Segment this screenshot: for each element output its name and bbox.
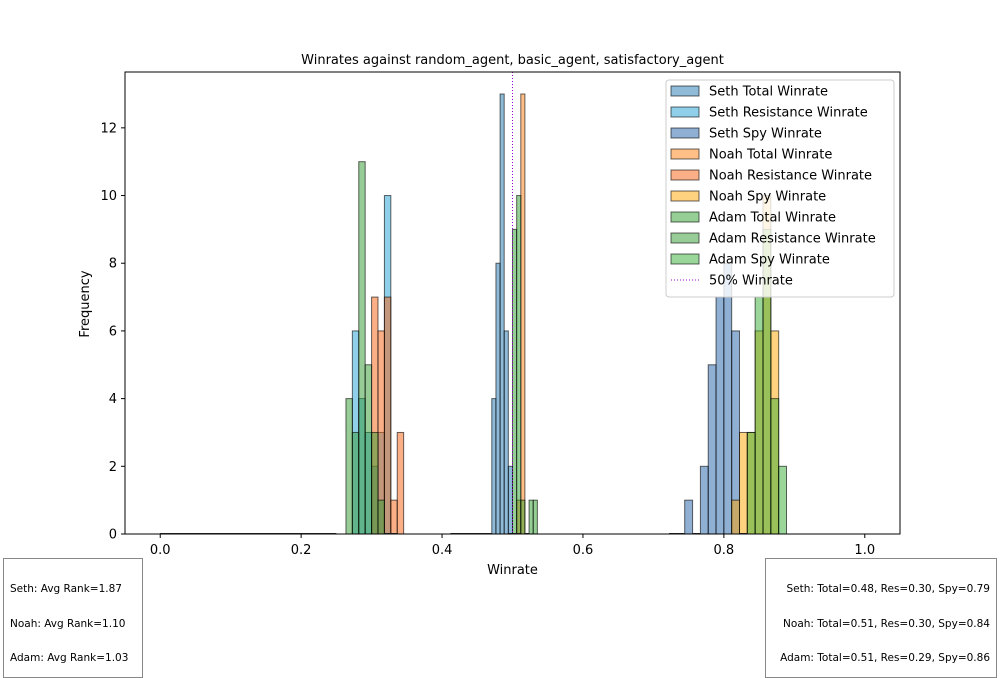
- histogram-bar: [715, 296, 725, 535]
- legend-swatch: [670, 127, 700, 139]
- legend-swatch: [670, 148, 700, 160]
- histogram-bar: [390, 499, 398, 535]
- legend-label: Noah Resistance Winrate: [709, 169, 872, 184]
- histogram-bar: [495, 262, 501, 535]
- histogram-bar: [377, 499, 385, 535]
- legend-swatch: [670, 85, 700, 97]
- x-tick-label: 0.4: [432, 543, 453, 558]
- histogram-bar: [503, 330, 509, 535]
- y-tick-label: 8: [109, 257, 117, 272]
- legend-swatch: [670, 106, 700, 118]
- histogram-bar: [528, 499, 534, 535]
- y-tick-label: 6: [109, 324, 117, 339]
- histogram-bar: [351, 431, 360, 535]
- legend-label: Adam Total Winrate: [709, 211, 836, 226]
- histogram-bar: [499, 93, 505, 535]
- histogram-bar: [532, 499, 538, 535]
- x-tick-label: 1.0: [854, 543, 875, 558]
- y-tick-label: 2: [109, 460, 117, 475]
- y-tick-label: 4: [109, 392, 117, 407]
- histogram-bar: [516, 195, 522, 535]
- histogram-bar: [684, 499, 694, 535]
- note-line: Adam: Avg Rank=1.03: [10, 652, 129, 664]
- histogram-bar: [507, 465, 513, 535]
- histogram-bar: [754, 296, 764, 535]
- x-tick-label: 0.0: [150, 543, 171, 558]
- legend-swatch: [670, 253, 700, 265]
- histogram-bar: [358, 161, 366, 535]
- note-line: Seth: Total=0.48, Res=0.30, Spy=0.79: [786, 583, 990, 595]
- legend: Seth Total Winrate Seth Resistance Winrat…: [665, 79, 895, 298]
- x-axis-label: Winrate: [487, 563, 538, 578]
- histogram-bar: [520, 499, 526, 535]
- x-tick-label: 0.8: [714, 543, 735, 558]
- plot-frame: [124, 71, 901, 535]
- histogram-bar: [345, 398, 353, 535]
- histogram-bar: [491, 398, 497, 535]
- histogram-bar: [739, 431, 748, 535]
- histogram-bar: [723, 262, 733, 535]
- histogram-bar: [707, 364, 717, 535]
- histogram-bar: [778, 465, 787, 535]
- x-axis-ticks: 0.0 0.2 0.4 0.6 0.8 1.0: [150, 534, 875, 558]
- avg-rank-note: Seth: Avg Rank=1.87 Noah: Avg Rank=1.10 …: [3, 558, 143, 678]
- y-tick-label: 10: [100, 189, 117, 204]
- legend-swatch: [670, 190, 700, 202]
- histogram-bar: [396, 431, 405, 535]
- note-line: Adam: Total=0.51, Res=0.29, Spy=0.86: [780, 652, 990, 664]
- legend-label: Adam Resistance Winrate: [709, 232, 876, 247]
- histogram-bar: [364, 364, 373, 535]
- histogram-bar: [731, 499, 741, 535]
- legend-label: Noah Total Winrate: [709, 148, 832, 163]
- bars-layer: [345, 93, 787, 535]
- legend-label: Noah Spy Winrate: [709, 190, 826, 205]
- legend-label: 50% Winrate: [709, 274, 793, 289]
- histogram-bar: [699, 465, 709, 535]
- histogram-bar: [770, 398, 780, 535]
- chart-title: Winrates against random_agent, basic_age…: [301, 53, 724, 68]
- note-line: Noah: Total=0.51, Res=0.30, Spy=0.84: [783, 617, 990, 630]
- legend-label: Seth Spy Winrate: [709, 127, 822, 142]
- x-tick-label: 0.6: [573, 543, 594, 558]
- histogram-bar: [383, 296, 392, 535]
- note-line: Noah: Avg Rank=1.10: [10, 617, 126, 630]
- histogram-bar: [371, 431, 379, 535]
- legend-box: [665, 79, 895, 298]
- histogram-bar: [512, 228, 518, 535]
- legend-label: Seth Total Winrate: [709, 85, 828, 100]
- winrate-summary-note: Seth: Total=0.48, Res=0.30, Spy=0.79 Noa…: [765, 558, 997, 678]
- y-axis-ticks: 0 2 4 6 8 10 12: [100, 121, 125, 543]
- legend-label: Adam Spy Winrate: [709, 253, 830, 268]
- y-tick-label: 0: [109, 528, 117, 543]
- histogram-bar: [520, 93, 526, 535]
- legend-swatch: [670, 232, 700, 244]
- y-axis-label: Frequency: [78, 270, 93, 337]
- legend-label: Seth Resistance Winrate: [709, 106, 868, 121]
- y-tick-label: 12: [100, 121, 117, 136]
- legend-swatch: [670, 211, 700, 223]
- note-line: Seth: Avg Rank=1.87: [10, 583, 122, 595]
- legend-swatch: [670, 169, 700, 181]
- histogram-chart: 0.0 0.2 0.4 0.6 0.8 1.0 0 2 4 6 8 10 12 Winrates ag…: [78, 53, 901, 578]
- x-tick-label: 0.2: [291, 543, 312, 558]
- histogram-bar: [746, 431, 756, 535]
